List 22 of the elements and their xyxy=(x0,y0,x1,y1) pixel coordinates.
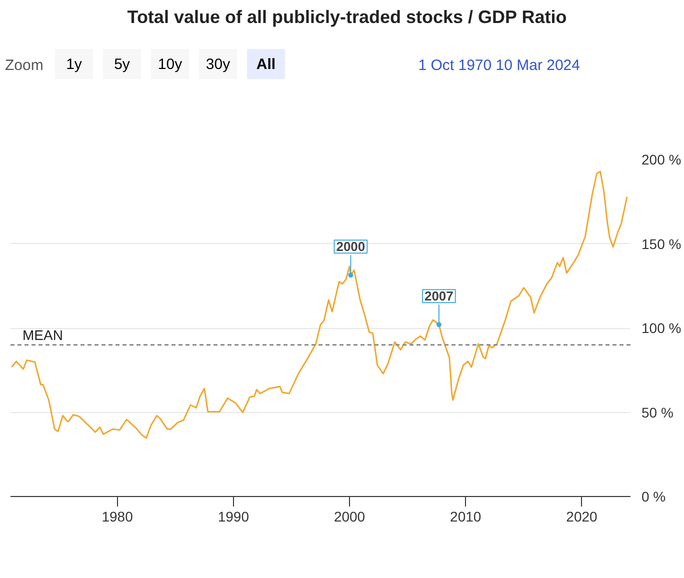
y-tick-label: 100 % xyxy=(642,320,682,336)
y-tick-label: 200 % xyxy=(642,152,682,168)
ref-line-label: MEAN xyxy=(22,326,63,343)
x-tick-label: 1980 xyxy=(102,508,134,524)
text: 5y xyxy=(114,55,130,75)
line-series xyxy=(10,170,628,439)
annotation: 2007 xyxy=(424,288,454,304)
text: All xyxy=(256,55,276,75)
x-tick-label: 2010 xyxy=(450,508,482,524)
x-tick-label: 2020 xyxy=(566,508,598,524)
chart-title: Total value of all publicly-traded stocks / GDP Ratio xyxy=(127,6,567,29)
text: 10y xyxy=(158,55,182,75)
x-tick-label: 1990 xyxy=(218,508,250,524)
x-tick-label: 2000 xyxy=(334,508,366,524)
y-tick-label: 0 % xyxy=(642,488,666,504)
text: 1 Oct 1970 10 Mar 2024 xyxy=(418,57,580,74)
text: Zoom xyxy=(5,56,44,76)
y-tick-label: 150 % xyxy=(642,236,682,252)
text: 1y xyxy=(66,55,82,75)
y-tick-label: 50 % xyxy=(642,404,674,420)
text: 30y xyxy=(206,55,230,75)
annotation: 2000 xyxy=(336,239,366,254)
